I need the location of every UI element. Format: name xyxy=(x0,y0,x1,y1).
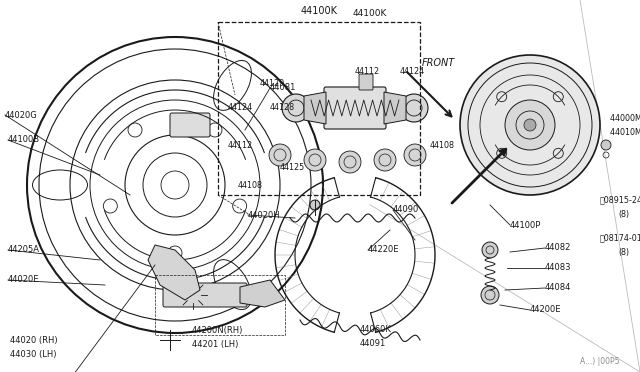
Polygon shape xyxy=(240,280,285,307)
FancyBboxPatch shape xyxy=(359,74,373,90)
Text: 44128: 44128 xyxy=(270,103,295,112)
FancyBboxPatch shape xyxy=(163,283,247,307)
Text: 44084: 44084 xyxy=(545,283,572,292)
Text: 44020H: 44020H xyxy=(248,211,280,219)
Text: 44020G: 44020G xyxy=(5,110,38,119)
Text: 44010M (LH): 44010M (LH) xyxy=(610,128,640,137)
Text: 44081: 44081 xyxy=(270,83,296,93)
Circle shape xyxy=(601,140,611,150)
Polygon shape xyxy=(384,92,406,124)
Text: 44112: 44112 xyxy=(355,67,380,77)
Text: 44125: 44125 xyxy=(280,164,305,173)
Circle shape xyxy=(460,55,600,195)
Circle shape xyxy=(505,100,555,150)
Circle shape xyxy=(310,200,320,210)
Circle shape xyxy=(524,119,536,131)
Text: 44083: 44083 xyxy=(545,263,572,273)
FancyBboxPatch shape xyxy=(170,113,210,137)
Text: 44200N(RH): 44200N(RH) xyxy=(192,326,243,334)
Text: 44020 (RH): 44020 (RH) xyxy=(10,336,58,344)
Text: 44205A: 44205A xyxy=(8,246,40,254)
Text: 44030 (LH): 44030 (LH) xyxy=(10,350,56,359)
Circle shape xyxy=(404,144,426,166)
Text: 44200E: 44200E xyxy=(530,305,561,314)
Text: 44060K: 44060K xyxy=(360,326,392,334)
Text: 44100B: 44100B xyxy=(8,135,40,144)
Text: 44124: 44124 xyxy=(400,67,425,77)
Text: 44020E: 44020E xyxy=(8,276,40,285)
Circle shape xyxy=(374,149,396,171)
Text: 44100K: 44100K xyxy=(353,10,387,19)
Text: 44220E: 44220E xyxy=(368,246,399,254)
Text: 44100P: 44100P xyxy=(510,221,541,230)
Circle shape xyxy=(185,287,201,303)
Circle shape xyxy=(481,286,499,304)
Text: 44201 (LH): 44201 (LH) xyxy=(192,340,238,349)
Polygon shape xyxy=(148,245,200,300)
Circle shape xyxy=(339,151,361,173)
FancyBboxPatch shape xyxy=(324,87,386,129)
Text: FRONT: FRONT xyxy=(422,58,455,68)
Text: 44091: 44091 xyxy=(360,340,387,349)
Text: Ⓑ08174-0161A: Ⓑ08174-0161A xyxy=(600,234,640,243)
Text: 44108: 44108 xyxy=(238,180,263,189)
Text: 44129: 44129 xyxy=(260,80,285,89)
Text: (8): (8) xyxy=(618,247,629,257)
Text: 44090: 44090 xyxy=(393,205,419,215)
Text: Ⓜ08915-24010: Ⓜ08915-24010 xyxy=(600,196,640,205)
Polygon shape xyxy=(304,92,326,124)
Text: 44124: 44124 xyxy=(228,103,253,112)
Text: 44100K: 44100K xyxy=(301,6,337,16)
Circle shape xyxy=(482,242,498,258)
Circle shape xyxy=(304,149,326,171)
Text: 44112: 44112 xyxy=(228,141,253,150)
Text: 44000M (RH): 44000M (RH) xyxy=(610,113,640,122)
Text: 44082: 44082 xyxy=(545,244,572,253)
Circle shape xyxy=(400,94,428,122)
Circle shape xyxy=(282,94,310,122)
Text: (8): (8) xyxy=(618,209,629,218)
Circle shape xyxy=(269,144,291,166)
Text: A...) |00P5: A...) |00P5 xyxy=(580,357,620,366)
Text: 44108: 44108 xyxy=(430,141,455,150)
